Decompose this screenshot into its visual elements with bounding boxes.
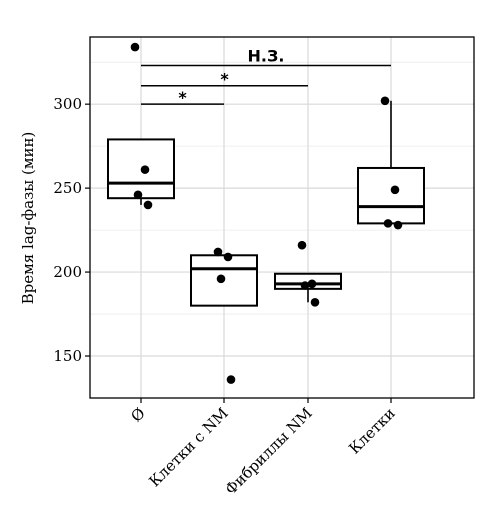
y-tick-label: 300 — [53, 95, 82, 113]
x-tick-label: Клетки с NM — [145, 404, 231, 490]
data-point — [300, 281, 310, 290]
data-point — [390, 185, 400, 195]
box-layer — [107, 100, 425, 307]
point-layer — [130, 42, 403, 384]
data-point — [223, 252, 233, 262]
box — [357, 166, 425, 225]
data-point — [140, 165, 150, 174]
data-point — [216, 274, 226, 284]
y-tick-label: 250 — [53, 179, 82, 197]
data-point — [393, 220, 403, 230]
data-point — [310, 297, 320, 307]
data-point — [226, 375, 236, 384]
y-tick-label: 150 — [53, 347, 82, 365]
data-point — [383, 219, 393, 228]
data-point — [133, 190, 143, 200]
data-point — [143, 200, 153, 210]
plot-border — [89, 36, 475, 399]
data-point — [297, 240, 307, 250]
x-tick-label: Фибриллы NM — [222, 404, 316, 498]
x-tick-label: Клетки — [345, 404, 399, 458]
y-tick-label: 200 — [53, 263, 82, 281]
data-point — [130, 42, 140, 52]
data-point — [380, 96, 390, 106]
significance-layer: Н.З. * * — [141, 47, 391, 107]
x-tick-label: Ø — [127, 404, 148, 425]
significance-label: Н.З. — [248, 47, 285, 66]
significance-label: * — [220, 70, 229, 89]
data-point — [213, 247, 223, 257]
data-point — [307, 279, 317, 289]
significance-label: * — [178, 88, 187, 107]
y-axis-title: Время lag-фазы (мин) — [19, 132, 37, 305]
